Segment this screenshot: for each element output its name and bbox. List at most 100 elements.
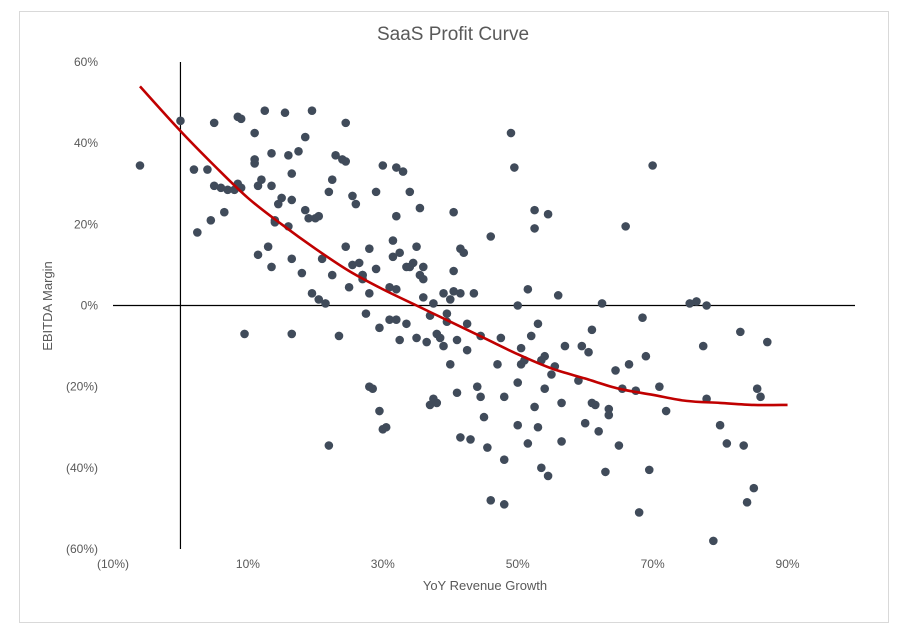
- data-point: [540, 351, 550, 361]
- y-tick-label: 40%: [74, 136, 98, 150]
- y-tick-labels: 60% 40% 20% 0% (20%) (40%) (60%): [66, 55, 98, 556]
- data-point: [476, 392, 485, 402]
- data-point: [392, 211, 401, 221]
- data-point: [611, 366, 620, 375]
- data-point: [277, 193, 286, 203]
- data-point: [422, 337, 431, 347]
- data-point: [135, 161, 145, 170]
- data-point: [537, 463, 546, 473]
- data-point: [206, 215, 216, 225]
- data-point: [655, 382, 664, 391]
- data-point: [736, 327, 745, 337]
- data-point: [361, 309, 371, 318]
- data-point: [543, 209, 553, 219]
- data-point: [378, 161, 388, 170]
- data-point: [304, 213, 313, 223]
- data-point: [392, 163, 401, 172]
- trendline-group: [139, 85, 788, 407]
- data-point: [334, 331, 344, 341]
- data-point: [351, 199, 361, 209]
- data-point: [324, 441, 334, 450]
- data-point: [486, 232, 496, 241]
- data-point: [553, 291, 563, 300]
- data-point: [530, 402, 539, 412]
- data-point: [284, 151, 293, 160]
- data-point: [445, 295, 455, 304]
- data-point: [526, 331, 536, 341]
- data-point: [577, 341, 587, 351]
- data-point: [456, 433, 465, 442]
- data-point: [523, 439, 533, 448]
- data-point: [533, 422, 543, 432]
- data-point: [435, 333, 445, 343]
- data-point: [257, 175, 266, 184]
- data-point: [385, 282, 394, 292]
- data-point: [523, 284, 533, 294]
- data-point: [722, 439, 732, 448]
- data-point: [314, 211, 324, 221]
- data-point: [510, 163, 519, 172]
- data-point: [287, 254, 297, 264]
- y-tick-label: (40%): [66, 461, 98, 475]
- x-tick-label: 10%: [236, 557, 260, 571]
- data-point: [314, 295, 324, 304]
- data-point: [388, 252, 398, 262]
- data-point: [452, 335, 462, 345]
- data-point: [267, 181, 276, 191]
- data-point: [280, 108, 290, 118]
- data-point: [418, 274, 428, 284]
- data-point: [300, 205, 310, 215]
- data-point: [415, 203, 425, 213]
- data-point: [469, 289, 479, 298]
- data-point: [398, 167, 408, 176]
- data-point: [634, 508, 644, 517]
- data-point: [692, 297, 701, 306]
- data-point: [749, 483, 759, 493]
- data-point: [513, 420, 523, 430]
- data-point: [499, 392, 509, 402]
- data-point: [341, 157, 351, 166]
- data-point: [604, 410, 614, 420]
- data-point: [449, 207, 458, 217]
- data-point: [344, 282, 354, 292]
- y-tick-label: 60%: [74, 55, 98, 69]
- data-point: [516, 343, 526, 353]
- data-point: [557, 398, 566, 408]
- data-point: [648, 161, 657, 170]
- data-point: [375, 406, 384, 416]
- data-point: [530, 224, 539, 233]
- data-point: [348, 260, 357, 270]
- data-point: [621, 222, 630, 231]
- data-point: [287, 169, 297, 178]
- data-point: [638, 313, 647, 322]
- data-point: [506, 128, 516, 138]
- data-point: [462, 319, 472, 329]
- data-point: [715, 420, 725, 430]
- data-point: [597, 299, 607, 308]
- data-point: [540, 384, 550, 393]
- x-axis-label: YoY Revenue Growth: [423, 578, 547, 593]
- y-tick-label: 0%: [81, 299, 99, 313]
- data-point: [418, 293, 428, 302]
- data-points: [135, 106, 772, 546]
- data-point: [449, 286, 458, 296]
- data-point: [203, 165, 212, 174]
- data-point: [267, 149, 276, 158]
- data-point: [220, 207, 229, 217]
- data-point: [702, 301, 711, 310]
- data-point: [341, 118, 351, 128]
- data-point: [496, 333, 506, 343]
- trendline: [139, 85, 788, 407]
- data-point: [240, 329, 249, 339]
- data-point: [300, 132, 310, 142]
- y-tick-label: 20%: [74, 217, 98, 231]
- data-point: [429, 299, 438, 308]
- data-point: [462, 345, 472, 355]
- data-point: [371, 187, 381, 197]
- data-point: [432, 398, 442, 408]
- y-axis-label: EBITDA Margin: [40, 261, 55, 351]
- data-point: [375, 323, 384, 333]
- data-point: [405, 187, 415, 197]
- data-point: [763, 337, 772, 347]
- data-point: [685, 299, 695, 308]
